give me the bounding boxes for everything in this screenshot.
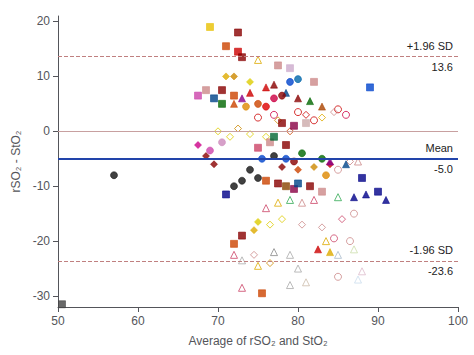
svg-text:+1.96 SD: +1.96 SD — [407, 40, 453, 52]
svg-text:100: 100 — [448, 314, 468, 328]
svg-text:50: 50 — [51, 314, 65, 328]
svg-text:0: 0 — [43, 124, 50, 138]
svg-text:20: 20 — [37, 14, 51, 28]
svg-text:-1.96 SD: -1.96 SD — [410, 244, 453, 256]
svg-text:-10: -10 — [33, 179, 51, 193]
svg-text:60: 60 — [131, 314, 145, 328]
svg-text:13.6: 13.6 — [432, 61, 453, 73]
svg-text:90: 90 — [371, 314, 385, 328]
svg-text:80: 80 — [291, 314, 305, 328]
svg-text:10: 10 — [37, 69, 51, 83]
svg-text:-30: -30 — [33, 289, 51, 303]
svg-text:-20: -20 — [33, 234, 51, 248]
svg-text:Average of rSO₂ and StO₂: Average of rSO₂ and StO₂ — [188, 334, 328, 348]
svg-text:-5.0: -5.0 — [434, 163, 453, 175]
svg-text:70: 70 — [211, 314, 225, 328]
svg-text:Mean: Mean — [425, 142, 453, 154]
svg-text:rSO₂ - StO₂: rSO₂ - StO₂ — [9, 130, 23, 192]
svg-text:-23.6: -23.6 — [428, 265, 453, 277]
